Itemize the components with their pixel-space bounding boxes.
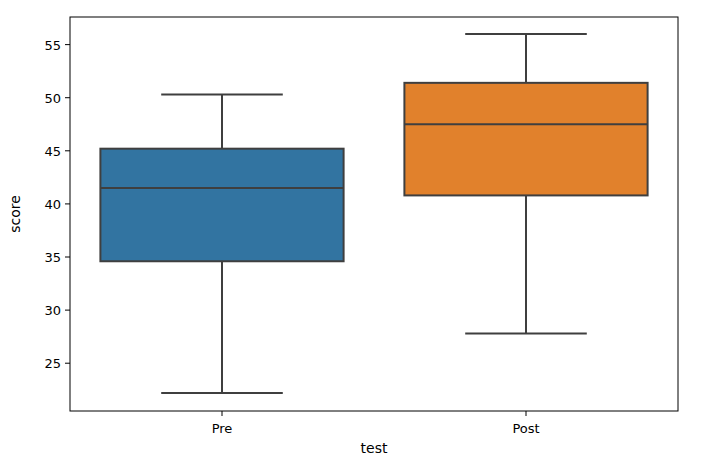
x-tick	[526, 411, 527, 416]
chart-svg: 25 30 35 40 45 50 55 Pre Post test score	[0, 0, 705, 471]
y-tick	[65, 97, 70, 98]
upper-cap	[161, 94, 283, 96]
box	[404, 83, 647, 196]
y-tick-label: 35	[44, 250, 61, 265]
y-tick-label: 50	[44, 91, 61, 106]
lower-cap	[465, 332, 587, 334]
median-line	[100, 187, 343, 189]
lower-whisker	[221, 261, 223, 393]
y-tick-label: 40	[44, 197, 61, 212]
lower-whisker	[525, 195, 527, 333]
y-tick-label: 55	[44, 38, 61, 53]
x-axis-label: test	[361, 440, 388, 456]
y-tick	[65, 257, 70, 258]
y-tick-label: 25	[44, 356, 61, 371]
x-tick-label: Pre	[212, 421, 233, 436]
y-tick	[65, 44, 70, 45]
boxes	[100, 34, 647, 393]
y-tick-label: 30	[44, 303, 61, 318]
upper-whisker	[221, 95, 223, 149]
y-tick	[65, 363, 70, 364]
chart-container: 25 30 35 40 45 50 55 Pre Post test score	[0, 0, 705, 471]
median-line	[404, 123, 647, 125]
box	[100, 149, 343, 262]
y-tick	[65, 310, 70, 311]
upper-cap	[465, 33, 587, 35]
plot-frame	[70, 17, 678, 411]
y-axis-label: score	[7, 195, 23, 233]
x-tick	[222, 411, 223, 416]
y-tick	[65, 150, 70, 151]
x-tick-label: Post	[512, 421, 539, 436]
lower-cap	[161, 392, 283, 394]
y-tick	[65, 203, 70, 204]
y-tick-label: 45	[44, 144, 61, 159]
upper-whisker	[525, 34, 527, 83]
